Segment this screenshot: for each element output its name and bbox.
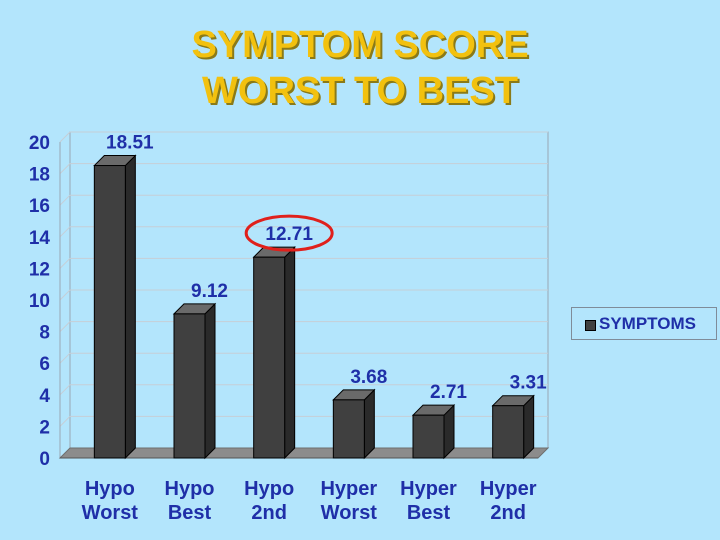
bar-side [363, 388, 375, 460]
gridline-side [59, 384, 71, 396]
data-label: 3.31 [510, 373, 547, 394]
y-tick-label: 4 [39, 386, 50, 407]
x-category-label: 2nd [251, 502, 287, 524]
y-tick-label: 0 [39, 449, 50, 470]
x-category-label: Worst [321, 502, 378, 524]
x-category-label: Worst [82, 502, 139, 524]
title-line-1: SYMPTOM SCORE [191, 24, 529, 66]
bar [412, 414, 445, 459]
data-label: 3.68 [350, 367, 387, 388]
y-tick-label: 10 [29, 291, 50, 312]
gridline-side [59, 258, 71, 269]
gridline-side [59, 163, 71, 174]
x-category-label: Best [168, 502, 212, 524]
bar-side [284, 245, 296, 460]
legend-swatch [585, 320, 596, 331]
bar [253, 256, 286, 459]
gridline-side [59, 352, 71, 364]
data-label: 12.71 [265, 224, 313, 245]
chart-title: SYMPTOM SCORE WORST TO BEST [0, 22, 720, 114]
gridline-side [59, 194, 71, 206]
bar-side [523, 394, 535, 460]
y-tick-label: 12 [29, 259, 50, 280]
y-tick-label: 8 [39, 323, 50, 344]
gridline-side [59, 416, 71, 427]
x-category-label: Hypo [85, 478, 135, 500]
x-category-label: Hypo [244, 478, 294, 500]
data-label: 2.71 [430, 382, 467, 403]
bar-side [204, 302, 216, 460]
y-tick-label: 14 [29, 228, 51, 249]
x-category-label: Hyper [400, 478, 457, 500]
y-tick-label: 18 [29, 165, 50, 186]
data-label: 9.12 [191, 281, 228, 302]
bar [173, 313, 206, 459]
gridline-side [59, 289, 71, 301]
x-category-label: 2nd [490, 502, 526, 524]
y-tick-label: 2 [39, 417, 50, 438]
gridline-side [59, 321, 71, 332]
bar-side [124, 154, 136, 460]
bar [492, 405, 525, 459]
data-label: 18.51 [106, 133, 154, 154]
bar [93, 165, 126, 459]
x-category-label: Hyper [320, 478, 377, 500]
gridline-side [59, 226, 71, 238]
y-tick-label: 16 [29, 196, 50, 217]
x-category-label: Best [407, 502, 451, 524]
legend-label-symptoms: SYMPTOMS [599, 314, 696, 333]
y-tick-label: 20 [29, 133, 50, 154]
gridline-side [59, 131, 71, 143]
y-tick-label: 6 [39, 354, 50, 375]
bar [332, 399, 365, 459]
x-category-label: Hyper [480, 478, 537, 500]
highlight-circle [244, 214, 334, 252]
legend: SYMPTOMS [571, 307, 717, 340]
x-category-label: Hypo [165, 478, 215, 500]
title-line-2: WORST TO BEST [202, 70, 518, 112]
